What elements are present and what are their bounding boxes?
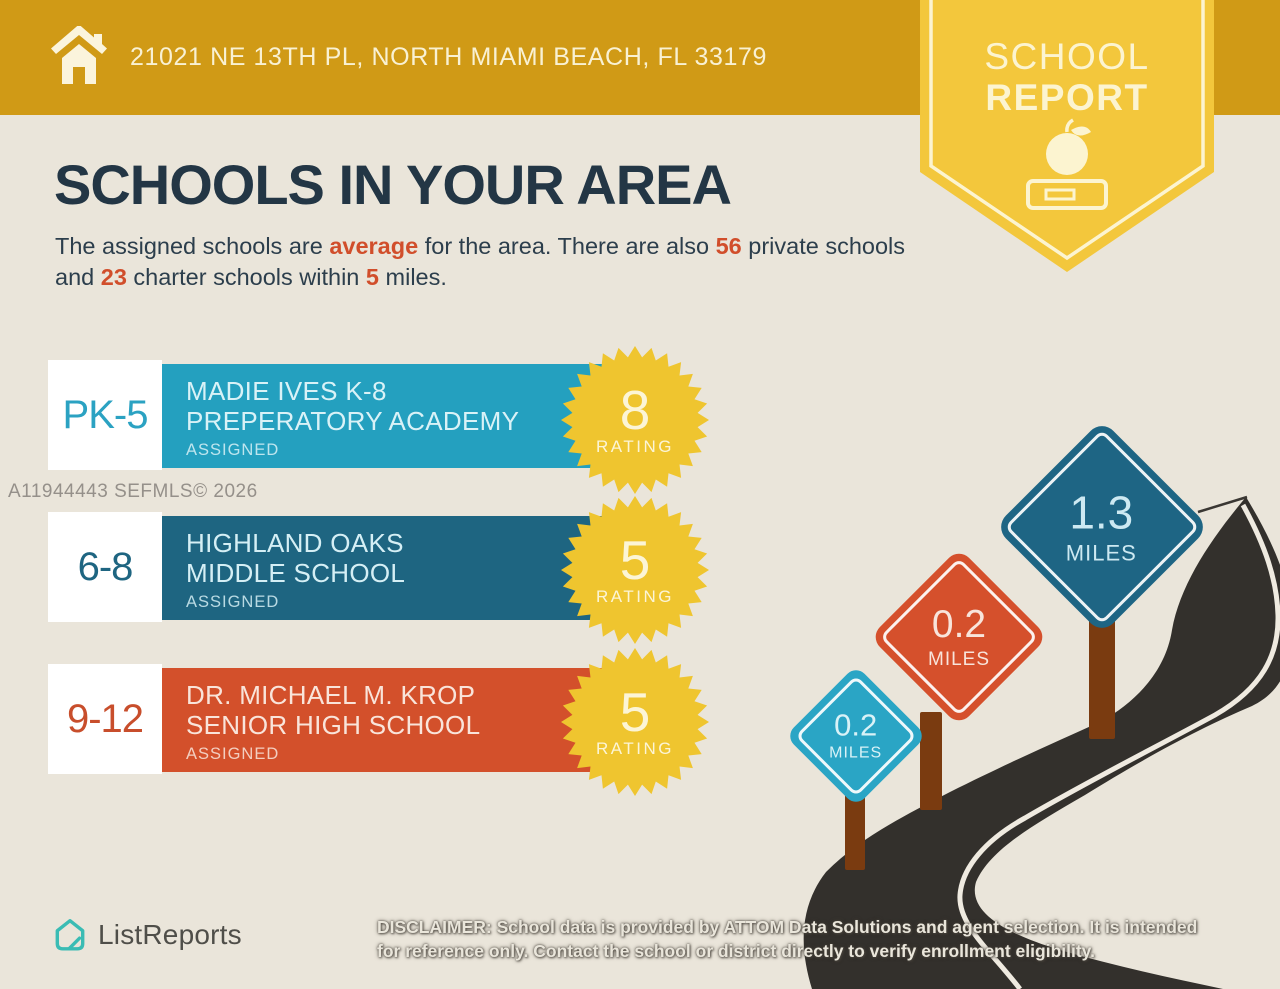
disclaimer-text: DISCLAIMER: School data is provided by A… [377,917,1198,961]
rating-value: 8 [619,378,651,441]
assigned-label: ASSIGNED [186,593,280,611]
banner-title: SCHOOL REPORT [984,36,1150,118]
sign-post-small [845,788,865,870]
school-name: HIGHLAND OAKS MIDDLE SCHOOL [186,528,406,588]
grade-range: 9-12 [48,664,162,774]
distance-unit: MILES [927,649,991,670]
road-surface [803,497,1280,989]
road-vanishing-line [1197,495,1248,514]
school-bar: DR. MICHAEL M. KROP SENIOR HIGH SCHOOL A… [162,668,620,772]
school-report-banner: SCHOOL REPORT [920,0,1214,280]
assigned-label: ASSIGNED [186,745,280,763]
intro-text: The assigned schools are average for the… [55,233,906,290]
home-icon [50,24,108,93]
distance-value: 1.3 [1070,486,1134,539]
distance-value: 0.2 [931,603,987,646]
rating-badge-middle: 5 RATING [560,495,710,645]
sign-post-medium [920,712,942,810]
rating-value: 5 [619,528,651,591]
school-bar: MADIE IVES K-8 PREPERATORY ACADEMY ASSIG… [162,364,620,468]
sign-post-large [1089,618,1115,739]
school-row-high: 9-12 DR. MICHAEL M. KROP SENIOR HIGH SCH… [48,664,708,774]
rating-badge-elementary: 8 RATING [560,345,710,495]
page-title: SCHOOLS IN YOUR AREA [54,153,732,216]
school-name: DR. MICHAEL M. KROP SENIOR HIGH SCHOOL [186,680,481,740]
disclaimer-label: DISCLAIMER: [377,917,492,937]
school-row-elementary: PK-5 MADIE IVES K-8 PREPERATORY ACADEMY … [48,360,708,470]
listreports-house-icon [55,919,85,951]
rating-badge-high: 5 RATING [560,647,710,797]
assigned-label: ASSIGNED [186,441,280,459]
grade-range: PK-5 [48,360,162,470]
school-bar: HIGHLAND OAKS MIDDLE SCHOOL ASSIGNED [162,516,620,620]
distance-unit: MILES [829,744,883,762]
rating-label: RATING [596,586,674,606]
radius-miles: 5 [365,264,379,290]
school-row-middle: 6-8 HIGHLAND OAKS MIDDLE SCHOOL ASSIGNED [48,512,708,622]
school-name: MADIE IVES K-8 PREPERATORY ACADEMY [186,376,520,436]
highlight-average: average [329,233,419,259]
rating-label: RATING [596,436,674,456]
grade-range: 6-8 [48,512,162,622]
private-school-count: 56 [715,233,742,259]
property-address: 21021 NE 13TH PL, NORTH MIAMI BEACH, FL … [130,43,767,71]
charter-school-count: 23 [100,264,127,290]
mls-watermark: A11944443 SEFMLS© 2026 [8,481,258,502]
rating-label: RATING [596,738,674,758]
rating-value: 5 [619,680,651,743]
distance-value: 0.2 [834,707,878,743]
distance-unit: MILES [1066,540,1138,566]
road-center-line [957,503,1280,989]
apple-book-icon [1026,118,1108,210]
listreports-logo: ListReports [52,917,242,953]
listreports-logo-text: ListReports [98,919,242,950]
